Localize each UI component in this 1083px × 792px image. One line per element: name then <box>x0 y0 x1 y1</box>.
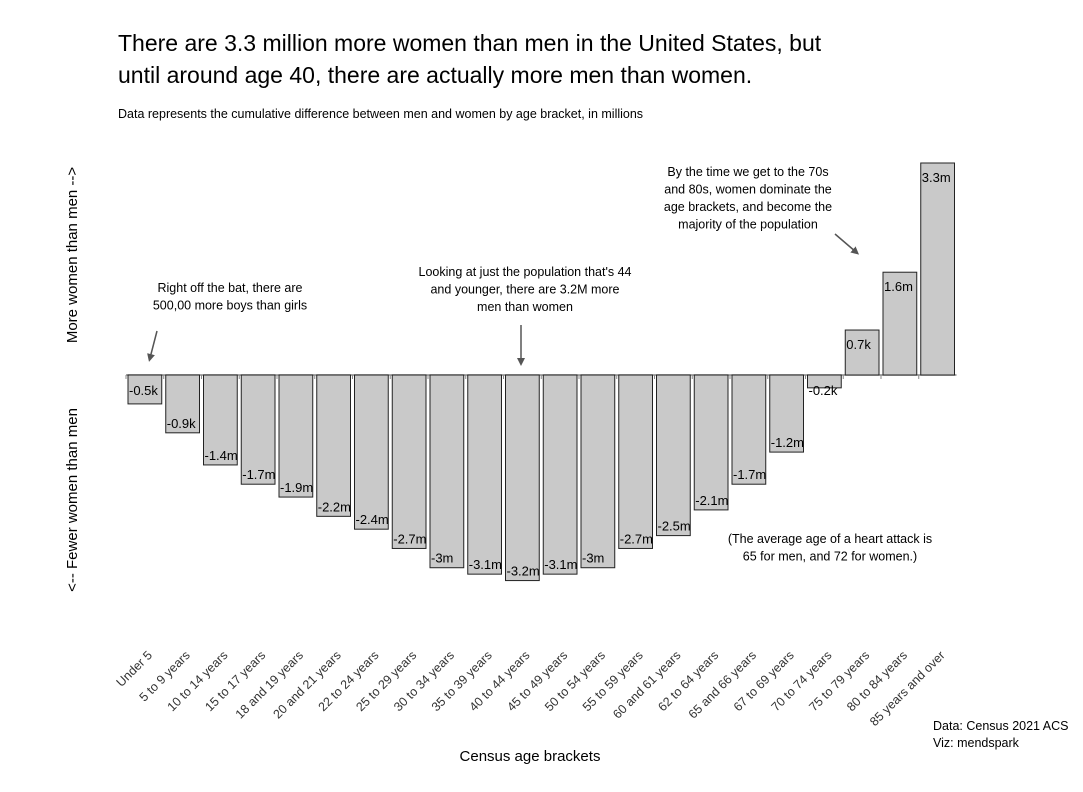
data-label: -1.7m <box>733 467 766 482</box>
x-tick-label: 18 and 19 years <box>233 648 306 721</box>
chart-title-line2: until around age 40, there are actually … <box>118 62 752 88</box>
data-label: -2.7m <box>393 531 426 546</box>
annotation-old: majority of the population <box>678 218 818 232</box>
annotation-old: By the time we get to the 70s <box>667 165 828 179</box>
bar <box>920 162 955 376</box>
data-label: -2.7m <box>620 531 653 546</box>
bar <box>127 374 163 405</box>
bar <box>467 374 502 575</box>
annotation-young: Looking at just the population that's 44 <box>419 265 632 279</box>
bar <box>391 374 427 549</box>
x-tick-label: 20 and 21 years <box>270 648 343 721</box>
bar <box>542 374 578 575</box>
data-label: -2.4m <box>356 512 389 527</box>
annotation-young: and younger, there are 3.2M more <box>430 283 619 297</box>
data-label: -2.1m <box>695 493 728 508</box>
data-label: 1.6m <box>884 279 913 294</box>
data-label: -1.9m <box>280 480 313 495</box>
bar <box>731 374 767 485</box>
annotation-heart: (The average age of a heart attack is <box>728 532 932 546</box>
bar <box>844 329 880 376</box>
annotation-old: age brackets, and become the <box>664 200 832 214</box>
annotation-arrow-old <box>834 233 860 255</box>
data-label: -2.5m <box>658 519 691 534</box>
annotation-young: men than women <box>477 300 573 314</box>
bar <box>278 374 314 498</box>
viz-credit: Viz: mendspark <box>933 736 1020 750</box>
bar <box>165 374 200 434</box>
data-label: 3.3m <box>922 170 951 185</box>
annotation-boys: Right off the bat, there are <box>157 281 302 295</box>
annotation-arrow-boys <box>147 330 158 362</box>
source-line: Data: Census 2021 ACS <box>933 719 1069 733</box>
annotation-heart: 65 for men, and 72 for women.) <box>743 550 917 564</box>
bar <box>429 374 465 569</box>
data-label: -2.2m <box>318 499 351 514</box>
x-tick-label: 60 and 61 years <box>610 648 683 721</box>
bar <box>580 374 616 569</box>
bar <box>769 374 804 453</box>
y-axis-label-bottom: <-- Fewer women than men <box>64 408 81 592</box>
bar <box>354 374 389 530</box>
x-tick-label: 65 and 66 years <box>686 648 759 721</box>
y-axis-label-top: More women than men --> <box>64 167 81 344</box>
data-label: -0.2k <box>809 383 838 398</box>
data-label: -1.2m <box>771 435 804 450</box>
bar <box>656 374 691 537</box>
data-label: -1.7m <box>242 467 275 482</box>
data-label: -3.1m <box>469 557 502 572</box>
chart-title-line1: There are 3.3 million more women than me… <box>118 30 822 56</box>
bar <box>618 374 653 549</box>
data-label: -3m <box>431 551 453 566</box>
bar <box>882 271 918 376</box>
data-label: -0.5k <box>129 383 158 398</box>
annotation-boys: 500,00 more boys than girls <box>153 299 307 313</box>
data-label: -1.4m <box>205 448 238 463</box>
bar <box>240 374 276 485</box>
bar <box>203 374 238 466</box>
data-label: 0.7k <box>846 337 871 352</box>
bar <box>505 374 540 582</box>
data-label: -3m <box>582 551 604 566</box>
chart-subtitle: Data represents the cumulative differenc… <box>118 107 643 121</box>
bar <box>316 374 351 517</box>
x-axis-label: Census age brackets <box>460 748 601 765</box>
data-label: -3.1m <box>544 557 577 572</box>
annotations-group: Right off the bat, there are 500,00 more … <box>153 165 932 564</box>
annotation-old: and 80s, women dominate the <box>664 183 832 197</box>
bar <box>693 374 729 511</box>
data-label: -3.2m <box>507 564 540 579</box>
data-label: -0.9k <box>167 416 196 431</box>
bar <box>807 374 842 389</box>
